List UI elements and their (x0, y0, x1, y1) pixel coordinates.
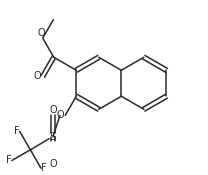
Text: O: O (38, 28, 46, 38)
Text: F: F (6, 155, 12, 166)
Text: O: O (49, 159, 57, 169)
Text: F: F (14, 126, 20, 136)
Text: O: O (49, 104, 57, 114)
Text: O: O (57, 110, 64, 120)
Text: F: F (41, 163, 47, 173)
Text: S: S (50, 132, 56, 142)
Text: O: O (34, 71, 41, 81)
